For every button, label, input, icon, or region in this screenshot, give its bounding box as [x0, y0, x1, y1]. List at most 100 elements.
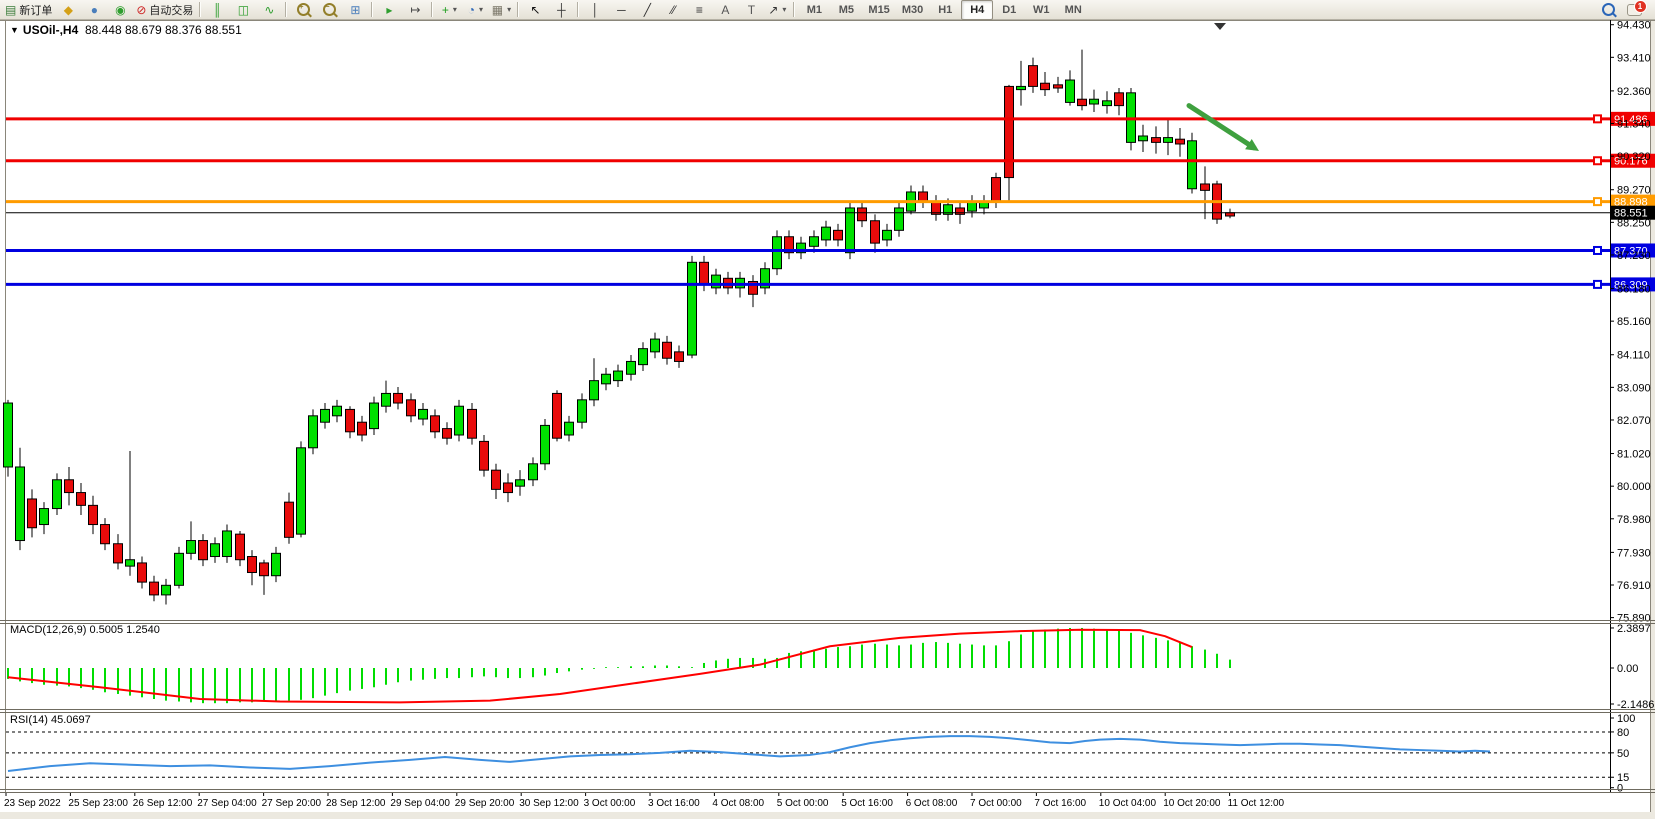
trendline-icon: ╱ — [643, 2, 652, 17]
horizontal-line-icon[interactable]: ─ — [608, 0, 634, 20]
candle-up — [332, 405, 342, 417]
candle-up — [381, 392, 391, 407]
tile-windows-icon[interactable]: ⊞ — [342, 0, 368, 20]
auto-scroll-icon: ▸ — [386, 2, 393, 17]
fibonacci-icon[interactable]: ≡ — [686, 0, 712, 20]
candle-up — [943, 204, 953, 215]
template-icon: ▦ — [491, 2, 504, 17]
candle-up — [626, 360, 636, 375]
time-tick-label: 7 Oct 00:00 — [970, 798, 1022, 809]
macd-panel: 2.3897 0.00 -2.1486 — [7, 623, 1654, 711]
time-tick-label: 28 Sep 12:00 — [326, 798, 386, 809]
zoom-out-icon: − — [322, 2, 336, 16]
market-watch-icon[interactable]: ● — [81, 0, 107, 20]
bar-chart-icon: ║ — [213, 2, 222, 17]
bid-price-badge — [1611, 205, 1655, 220]
add-indicator-icon[interactable]: + ▾ — [436, 0, 462, 20]
candle-up — [271, 552, 281, 577]
time-axis[interactable]: 23 Sep 2022 25 Sep 23:00 26 Sep 12:00 27 Se… — [0, 792, 1655, 819]
dropdown-arrow-icon: ▾ — [782, 5, 787, 14]
crosshair-icon[interactable]: ┼ — [548, 0, 574, 20]
new-order-button: ▤ — [5, 2, 17, 17]
auto-scroll-icon[interactable]: ▸ — [376, 0, 402, 20]
timeframe-button-m30[interactable]: M30 — [901, 3, 924, 16]
autotrade-button: ⊘ — [136, 2, 147, 17]
candle-down — [479, 440, 489, 471]
support-line-1-handle[interactable] — [1593, 245, 1602, 255]
period-clock-icon[interactable]: ◔ ▾ — [462, 0, 488, 20]
symbol-dropdown-icon[interactable]: ▼ — [10, 25, 19, 35]
resistance-line-1-handle[interactable] — [1593, 114, 1602, 124]
price-tick-label: 83.090 — [1617, 382, 1651, 394]
text-label-icon: T — [747, 2, 756, 17]
text-label-icon[interactable]: T — [738, 0, 764, 20]
candle-down — [748, 280, 758, 295]
ohlc-values: 88.448 88.679 88.376 88.551 — [84, 23, 242, 37]
candle-down — [503, 482, 513, 494]
time-tick-label: 27 Sep 04:00 — [197, 798, 257, 809]
candle-up — [1138, 135, 1148, 142]
trend-arrow-head[interactable] — [1245, 139, 1259, 152]
candle-up — [125, 559, 135, 567]
time-tick-label: 11 Oct 12:00 — [1228, 798, 1285, 809]
equidistant-channel-icon[interactable]: ⁄⁄ — [660, 0, 686, 20]
support-line-2-handle[interactable] — [1593, 279, 1602, 289]
timeframe-button-m5[interactable]: M5 — [838, 3, 855, 16]
text-icon[interactable]: A — [712, 0, 738, 20]
template-icon[interactable]: ▦ ▾ — [488, 0, 514, 20]
bar-chart-icon[interactable]: ║ — [204, 0, 230, 20]
candle-up — [821, 226, 831, 241]
candle-up — [796, 242, 806, 254]
candle-chart-icon[interactable]: ◫ — [230, 0, 256, 20]
price-tick-label: 87.230 — [1617, 250, 1651, 262]
candles-layer — [3, 49, 1235, 605]
candle-up — [1089, 98, 1099, 105]
chart-shift-icon[interactable]: ↦ — [402, 0, 428, 20]
zoom-in-icon[interactable]: + — [290, 0, 316, 20]
zoom-out-icon[interactable]: − — [316, 0, 342, 20]
candle-up — [186, 540, 196, 554]
search-icon[interactable] — [1595, 0, 1621, 20]
timeframe-button-mn[interactable]: MN — [1064, 3, 1082, 16]
modify-order-icon[interactable]: ◆ — [55, 0, 81, 20]
timeframe-button-h4[interactable]: H4 — [961, 0, 994, 20]
toolbar-separator — [517, 2, 520, 17]
drawn-objects-layer[interactable] — [6, 23, 1610, 289]
autotrade-button[interactable]: ⊘ 自动交易 — [133, 0, 196, 20]
rsi-label: RSI(14) 45.0697 — [10, 714, 91, 726]
price-badge — [1611, 243, 1655, 258]
timeframe-button-m1[interactable]: M1 — [806, 3, 823, 16]
time-tick-label: 29 Sep 20:00 — [455, 798, 515, 809]
timeframe-button-w1[interactable]: W1 — [1032, 3, 1050, 16]
price-tick-label: 75.890 — [1617, 613, 1651, 625]
trendline-icon[interactable]: ╱ — [634, 0, 660, 20]
candle-up — [1163, 137, 1173, 143]
resistance-line-2-handle[interactable] — [1593, 156, 1602, 166]
timeframe-button-h1[interactable]: H1 — [938, 3, 953, 16]
candle-down — [1053, 84, 1063, 89]
time-tick-label: 25 Sep 23:00 — [68, 798, 128, 809]
candle-down — [1028, 65, 1038, 87]
vertical-line-icon[interactable]: │ — [582, 0, 608, 20]
timeframe-button-d1[interactable]: D1 — [1002, 3, 1017, 16]
candle-up — [809, 236, 819, 247]
new-order-button[interactable]: ▤ 新订单 — [2, 0, 55, 20]
chart-canvas[interactable]: 91.486 90.176 88.898 87.370 86.309 88.551 94.4… — [0, 20, 1655, 819]
trend-arrow[interactable] — [1186, 103, 1257, 151]
arrows-objects-icon[interactable]: ↗ ▾ — [764, 0, 790, 20]
shift-marker-icon[interactable] — [1214, 23, 1226, 30]
signals-icon[interactable]: ◉ — [107, 0, 133, 20]
line-chart-icon[interactable]: ∿ — [256, 0, 282, 20]
chart-window: 91.486 90.176 88.898 87.370 86.309 88.551 94.4… — [0, 20, 1655, 819]
candle-up — [540, 424, 550, 465]
toolbar-separator — [371, 2, 374, 17]
timeframe-button-m15[interactable]: M15 — [868, 3, 890, 16]
price-axis[interactable]: 91.486 90.176 88.898 87.370 86.309 88.551 94.4… — [1610, 20, 1655, 792]
candle-down — [491, 469, 501, 490]
cursor-icon[interactable]: ↖ — [522, 0, 548, 20]
pivot-line-handle[interactable] — [1593, 197, 1602, 207]
candle-down — [833, 229, 843, 241]
notifications-icon[interactable]: 1 — [1621, 0, 1647, 20]
candle-up — [15, 466, 25, 542]
price-tick-label: 84.110 — [1617, 350, 1650, 362]
